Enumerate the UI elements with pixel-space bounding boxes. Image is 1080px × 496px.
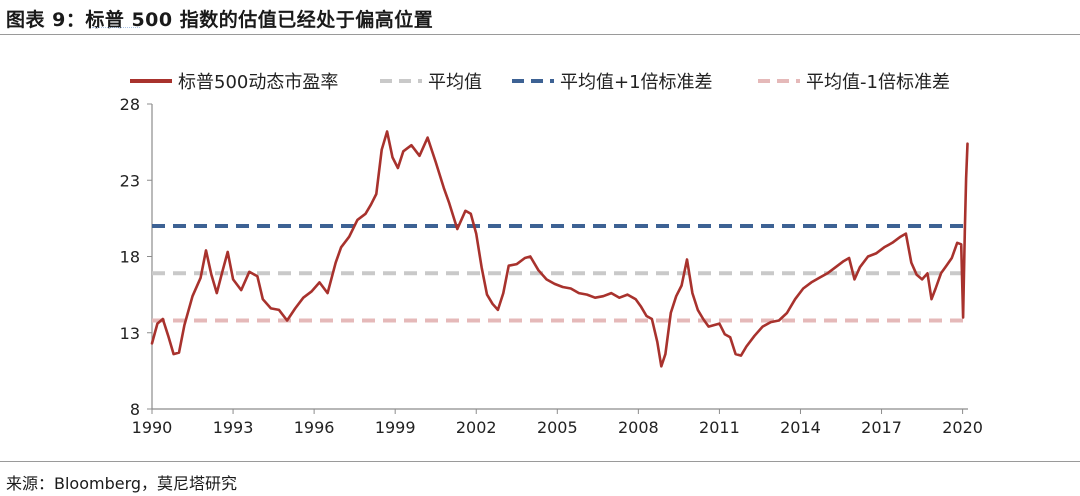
- y-tick-label: 13: [120, 324, 140, 343]
- x-tick-label: 2002: [456, 418, 497, 437]
- x-tick-label: 2011: [699, 418, 740, 437]
- y-tick-label: 23: [120, 171, 140, 190]
- source-note: 来源：Bloomberg，莫尼塔研究: [6, 474, 238, 493]
- y-tick-label: 28: [120, 95, 140, 114]
- x-tick-label: 2014: [780, 418, 821, 437]
- pe-ratio-chart: 标普500动态市盈率 平均值 平均值+1倍标准差 平均值-1倍标准差 8 13 18 23 2…: [120, 72, 983, 437]
- legend-label: 平均值: [428, 72, 482, 93]
- pe-ratio-line: [150, 130, 969, 368]
- y-tick-label: 8: [130, 400, 140, 419]
- x-tick-label: 2008: [618, 418, 659, 437]
- x-tick-label: 2005: [537, 418, 578, 437]
- axes: 8 13 18 23 28 1990 1993 1996 1999 2002 2005 2008 201…: [120, 95, 983, 437]
- x-tick-label: 2020: [942, 418, 983, 437]
- x-tick-label: 1996: [294, 418, 335, 437]
- x-tick-label: 1999: [375, 418, 416, 437]
- y-tick-label: 18: [120, 248, 140, 267]
- legend-label: 平均值+1倍标准差: [560, 72, 713, 93]
- reference-lines: [152, 224, 968, 323]
- legend-label: 平均值-1倍标准差: [806, 72, 950, 93]
- x-tick-label: 1990: [132, 418, 173, 437]
- title-bar: 图表 9：标普 500 指数的估值已经处于偏高位置: [0, 0, 1080, 35]
- legend: 标普500动态市盈率 平均值 平均值+1倍标准差 平均值-1倍标准差: [130, 72, 950, 93]
- chart-title: 图表 9：标普 500 指数的估值已经处于偏高位置: [6, 9, 434, 31]
- source-bar: 来源：Bloomberg，莫尼塔研究: [0, 461, 1080, 496]
- x-tick-label: 1993: [213, 418, 254, 437]
- series-lines: [150, 130, 969, 368]
- x-tick-label: 2017: [861, 418, 902, 437]
- legend-label: 标普500动态市盈率: [178, 72, 338, 93]
- title-underline: [92, 27, 140, 28]
